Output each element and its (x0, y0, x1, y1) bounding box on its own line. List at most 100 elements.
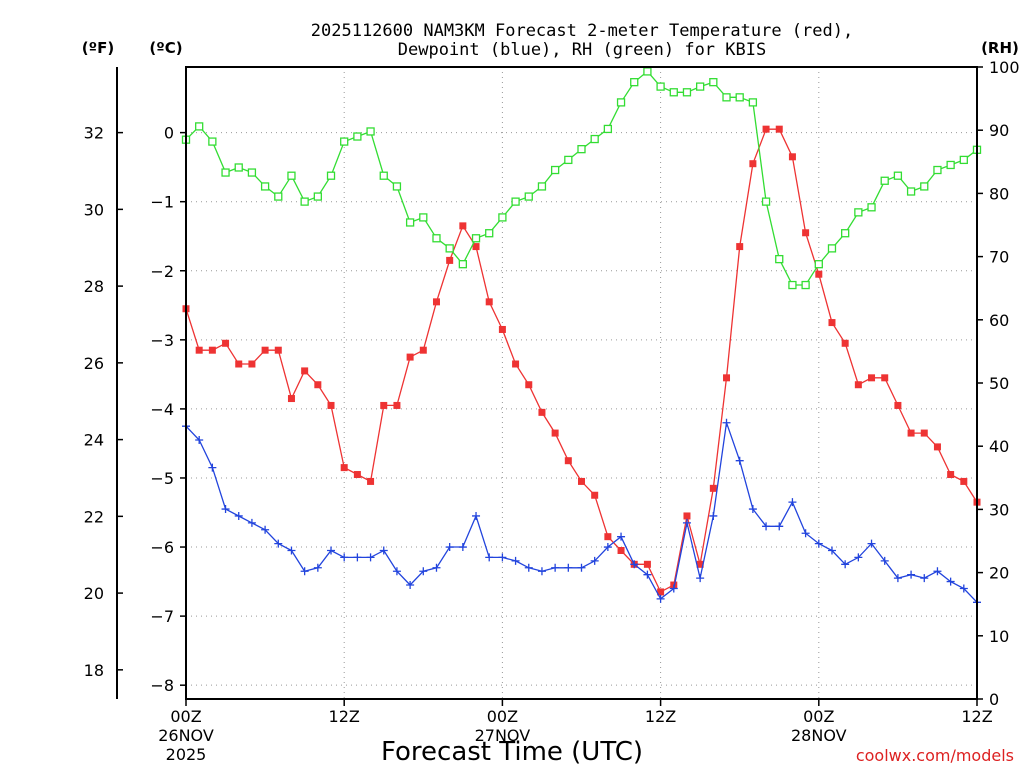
watermark: coolwx.com/models (856, 746, 1014, 765)
rh-tick-label: 0 (989, 690, 999, 709)
dewpoint-point (643, 570, 652, 579)
dewpoint-point (208, 463, 217, 472)
2-meter-temperature-point (709, 484, 717, 492)
2-meter-temperature-point (208, 346, 216, 354)
rh-point (326, 171, 336, 180)
2-meter-temperature-point (657, 588, 665, 596)
fahrenheit-tick-label: 32 (84, 124, 104, 143)
dewpoint-point (880, 556, 889, 565)
rh-point (208, 137, 217, 146)
dewpoint-point (498, 553, 507, 562)
celsius-tick-label: −7 (150, 607, 174, 626)
2-meter-temperature-point (881, 374, 889, 382)
fahrenheit-tick-label: 28 (84, 277, 104, 296)
dewpoint-point (788, 498, 797, 507)
rh-point (300, 197, 309, 206)
rh-point (445, 244, 454, 253)
dewpoint-point (366, 553, 375, 562)
2-meter-temperature-point (643, 560, 651, 568)
rh-point (696, 82, 705, 91)
dewpoint-line (185, 422, 978, 603)
dewpoint-point (379, 546, 388, 555)
2-meter-temperature-point (907, 429, 915, 437)
rh-tick-label: 10 (989, 627, 1009, 646)
fahrenheit-tick-label: 20 (84, 584, 104, 603)
celsius-tick-label: −6 (150, 538, 174, 557)
dewpoint-point (551, 563, 560, 572)
2-meter-temperature-point (393, 401, 401, 409)
fahrenheit-tick-label: 18 (84, 661, 104, 680)
rh-point (274, 192, 283, 201)
rh-point (814, 260, 823, 269)
dewpoint-point (867, 539, 876, 548)
celsius-tick-label: −1 (150, 193, 174, 212)
rh-point (419, 213, 428, 222)
2-meter-temperature-point (788, 153, 796, 161)
dewpoint-point (392, 567, 401, 576)
dewpoint-point (261, 525, 270, 534)
2-meter-temperature-point (762, 125, 770, 133)
2-meter-temperature-point (327, 401, 335, 409)
rh-tick-label: 100 (989, 58, 1020, 77)
2-meter-temperature-point (274, 346, 282, 354)
dewpoint-point (537, 567, 546, 576)
2-meter-temperature-point (933, 443, 941, 451)
rh-point (498, 213, 507, 222)
dewpoint-point (722, 418, 731, 427)
x-tick-label: 12Z (961, 707, 992, 726)
x-date-label: 28NOV (791, 726, 847, 745)
2-meter-temperature-point (261, 346, 269, 354)
2-meter-temperature-point (432, 298, 440, 306)
rh-point (630, 78, 639, 87)
2-meter-temperature-point (235, 360, 243, 368)
dewpoint-point (195, 435, 204, 444)
2-meter-temperature-point (314, 381, 322, 389)
dewpoint-point (827, 546, 836, 555)
rh-point (471, 234, 481, 243)
2-meter-temperature-point (538, 408, 546, 416)
x-date-label: 26NOV (158, 726, 214, 745)
dewpoint-point (709, 511, 718, 520)
celsius-tick-label: −5 (150, 469, 174, 488)
2-meter-temperature-point (353, 471, 361, 479)
rh-point (827, 244, 837, 253)
2-meter-temperature-point (564, 457, 572, 465)
rh-tick-label: 40 (989, 437, 1009, 456)
rh-point (656, 82, 665, 91)
2-meter-temperature-point (340, 464, 348, 472)
rh-point (616, 98, 626, 107)
rh-point (260, 182, 270, 191)
celsius-unit-label: (ºC) (149, 39, 182, 57)
dewpoint-point (735, 456, 744, 465)
rh-point (880, 176, 889, 185)
fahrenheit-tick-label: 30 (84, 200, 104, 219)
2-meter-temperature-point (287, 395, 295, 403)
dewpoint-point (419, 567, 428, 576)
dewpoint-point (669, 584, 678, 593)
rh-point (432, 234, 441, 243)
2-meter-temperature-point (854, 381, 862, 389)
rh-point (643, 67, 652, 76)
rh-point (195, 122, 204, 131)
celsius-tick-label: 0 (164, 124, 174, 143)
dewpoint-point (406, 581, 415, 590)
2-meter-temperature-point (723, 374, 731, 382)
dewpoint-point (854, 553, 863, 562)
2-meter-temperature-point (485, 298, 493, 306)
2-meter-temperature-point (920, 429, 928, 437)
rh-point (841, 229, 850, 238)
dewpoint-point (841, 560, 850, 569)
2-meter-temperature-point (841, 339, 849, 347)
rh-point (946, 160, 955, 170)
x-year-label: 2025 (166, 745, 207, 764)
rh-line (185, 70, 978, 286)
rh-point (353, 132, 362, 141)
dewpoint-point (920, 574, 929, 583)
2-meter-temperature-point (868, 374, 876, 382)
dewpoint-point (682, 518, 691, 527)
2-meter-temperature-point (419, 346, 427, 354)
celsius-tick-label: −3 (150, 331, 174, 350)
dewpoint-point (445, 543, 454, 552)
dewpoint-point (696, 574, 705, 583)
rh-point (550, 165, 560, 175)
